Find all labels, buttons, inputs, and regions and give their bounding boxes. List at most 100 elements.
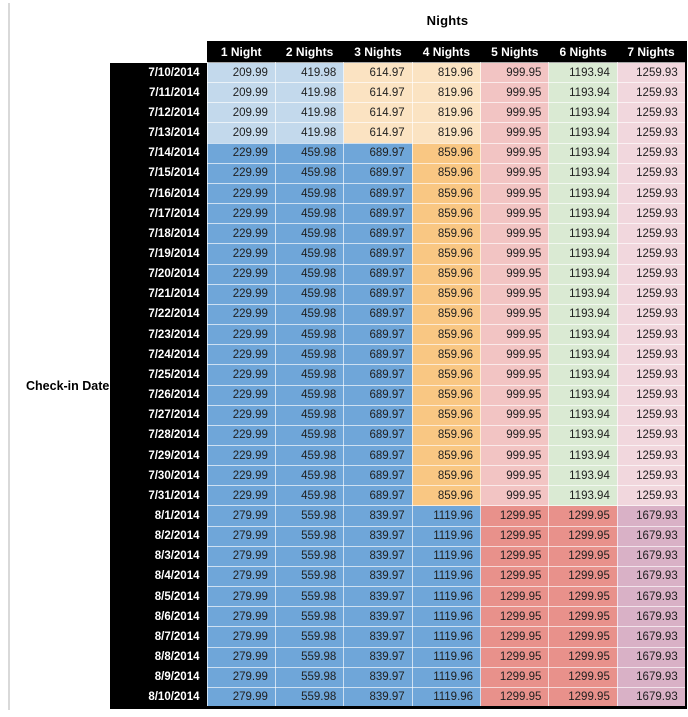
price-cell[interactable]: 229.99	[206, 203, 276, 225]
row-header-date[interactable]: 7/17/2014	[110, 203, 207, 224]
price-cell[interactable]: 1259.93	[616, 384, 687, 406]
price-cell[interactable]: 839.97	[343, 505, 413, 527]
price-cell[interactable]: 1299.95	[480, 646, 550, 668]
price-cell[interactable]: 1193.94	[548, 102, 618, 124]
row-header-date[interactable]: 7/11/2014	[110, 82, 207, 103]
row-header-date[interactable]: 8/9/2014	[110, 667, 207, 688]
price-cell[interactable]: 459.98	[274, 444, 345, 467]
row-header-date[interactable]: 7/26/2014	[110, 385, 207, 406]
price-cell[interactable]: 689.97	[343, 404, 413, 426]
price-cell[interactable]: 229.99	[206, 364, 276, 386]
price-cell[interactable]: 689.97	[343, 303, 413, 326]
price-cell[interactable]: 1679.93	[616, 666, 687, 688]
price-cell[interactable]: 614.97	[343, 102, 413, 124]
price-cell[interactable]: 1119.96	[411, 525, 482, 547]
row-header-date[interactable]: 7/15/2014	[110, 163, 207, 184]
price-cell[interactable]: 1193.94	[548, 324, 618, 346]
price-cell[interactable]: 859.96	[411, 142, 482, 164]
price-cell[interactable]: 1119.96	[411, 545, 482, 567]
price-cell[interactable]: 209.99	[206, 102, 276, 124]
price-cell[interactable]: 999.95	[480, 102, 550, 124]
price-cell[interactable]: 459.98	[274, 203, 345, 225]
price-cell[interactable]: 1259.93	[616, 162, 687, 184]
price-cell[interactable]: 859.96	[411, 182, 482, 205]
price-cell[interactable]: 1299.95	[548, 686, 618, 709]
price-cell[interactable]: 419.98	[274, 122, 345, 144]
price-cell[interactable]: 459.98	[274, 324, 345, 346]
row-header-date[interactable]: 8/8/2014	[110, 647, 207, 668]
price-cell[interactable]: 559.98	[274, 606, 345, 628]
row-header-date[interactable]: 7/20/2014	[110, 264, 207, 285]
price-cell[interactable]: 1259.93	[616, 203, 687, 225]
price-cell[interactable]: 459.98	[274, 182, 345, 205]
price-cell[interactable]: 459.98	[274, 465, 345, 487]
row-header-date[interactable]: 7/14/2014	[110, 143, 207, 164]
price-cell[interactable]: 1259.93	[616, 324, 687, 346]
row-header-date[interactable]: 8/5/2014	[110, 586, 207, 607]
price-cell[interactable]: 229.99	[206, 263, 276, 285]
price-cell[interactable]: 459.98	[274, 263, 345, 285]
price-cell[interactable]: 1193.94	[548, 263, 618, 285]
price-cell[interactable]: 819.96	[411, 61, 482, 84]
price-cell[interactable]: 459.98	[274, 142, 345, 164]
price-cell[interactable]: 999.95	[480, 263, 550, 285]
price-cell[interactable]: 999.95	[480, 444, 550, 467]
row-header-date[interactable]: 8/2/2014	[110, 526, 207, 547]
price-cell[interactable]: 1259.93	[616, 283, 687, 305]
price-cell[interactable]: 689.97	[343, 465, 413, 487]
price-cell[interactable]: 839.97	[343, 525, 413, 547]
price-cell[interactable]: 209.99	[206, 61, 276, 84]
column-header-1-night[interactable]: 1 Night	[207, 41, 276, 63]
price-cell[interactable]: 1679.93	[616, 686, 687, 709]
price-cell[interactable]: 459.98	[274, 344, 345, 366]
price-cell[interactable]: 1299.95	[548, 666, 618, 688]
price-cell[interactable]: 229.99	[206, 384, 276, 406]
price-cell[interactable]: 859.96	[411, 303, 482, 326]
price-cell[interactable]: 859.96	[411, 263, 482, 285]
price-cell[interactable]: 229.99	[206, 485, 276, 507]
price-cell[interactable]: 559.98	[274, 686, 345, 709]
price-cell[interactable]: 819.96	[411, 102, 482, 124]
price-cell[interactable]: 209.99	[206, 122, 276, 144]
price-cell[interactable]: 229.99	[206, 444, 276, 467]
price-cell[interactable]: 1259.93	[616, 444, 687, 467]
price-cell[interactable]: 839.97	[343, 606, 413, 628]
price-cell[interactable]: 1193.94	[548, 384, 618, 406]
price-cell[interactable]: 559.98	[274, 626, 345, 648]
row-header-date[interactable]: 8/4/2014	[110, 566, 207, 587]
price-cell[interactable]: 859.96	[411, 324, 482, 346]
price-cell[interactable]: 1193.94	[548, 82, 618, 104]
price-cell[interactable]: 819.96	[411, 122, 482, 144]
price-cell[interactable]: 1299.95	[480, 525, 550, 547]
price-cell[interactable]: 1679.93	[616, 545, 687, 567]
price-cell[interactable]: 1299.95	[480, 626, 550, 648]
price-cell[interactable]: 614.97	[343, 122, 413, 144]
price-cell[interactable]: 839.97	[343, 565, 413, 588]
price-cell[interactable]: 279.99	[206, 666, 276, 688]
row-header-date[interactable]: 7/10/2014	[110, 62, 207, 83]
price-cell[interactable]: 1259.93	[616, 263, 687, 285]
price-cell[interactable]: 839.97	[343, 646, 413, 668]
price-cell[interactable]: 1119.96	[411, 626, 482, 648]
price-cell[interactable]: 559.98	[274, 646, 345, 668]
price-cell[interactable]: 1119.96	[411, 586, 482, 608]
price-cell[interactable]: 819.96	[411, 82, 482, 104]
price-cell[interactable]: 209.99	[206, 82, 276, 104]
price-cell[interactable]: 859.96	[411, 223, 482, 245]
row-header-date[interactable]: 7/23/2014	[110, 324, 207, 345]
price-cell[interactable]: 1259.93	[616, 364, 687, 386]
row-header-date[interactable]: 7/21/2014	[110, 284, 207, 305]
price-cell[interactable]: 459.98	[274, 485, 345, 507]
price-cell[interactable]: 689.97	[343, 142, 413, 164]
price-cell[interactable]: 1259.93	[616, 424, 687, 446]
column-header-4-night[interactable]: 4 Nights	[412, 41, 481, 63]
price-cell[interactable]: 229.99	[206, 142, 276, 164]
price-cell[interactable]: 689.97	[343, 364, 413, 386]
price-cell[interactable]: 229.99	[206, 243, 276, 265]
row-header-date[interactable]: 7/28/2014	[110, 425, 207, 446]
row-header-date[interactable]: 8/7/2014	[110, 626, 207, 648]
row-header-date[interactable]: 8/10/2014	[110, 687, 207, 708]
price-cell[interactable]: 1679.93	[616, 505, 687, 527]
price-cell[interactable]: 689.97	[343, 223, 413, 245]
price-cell[interactable]: 419.98	[274, 102, 345, 124]
